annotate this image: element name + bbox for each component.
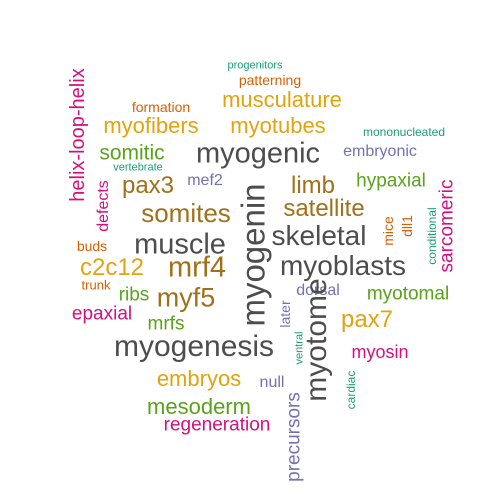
word-somites: somites <box>141 198 231 228</box>
word-cardiac: cardiac <box>344 370 358 410</box>
word-pax3: pax3 <box>121 172 175 199</box>
word-epaxial: epaxial <box>71 303 133 325</box>
word-c2c12: c2c12 <box>79 254 145 281</box>
word-limb: limb <box>290 172 336 199</box>
word-mice: mice <box>380 216 396 246</box>
word-null: null <box>259 374 285 391</box>
word-mrfs: mrfs <box>147 313 185 335</box>
word-patterning: patterning <box>238 72 302 88</box>
word-ventral: ventral <box>293 331 306 365</box>
word-muscle: muscle <box>134 228 226 261</box>
word-myogenin: myogenin <box>234 183 272 327</box>
word-buds: buds <box>76 238 108 254</box>
word-satellite: satellite <box>283 195 365 222</box>
word-myogenic: myogenic <box>195 137 321 170</box>
word-myogenesis: myogenesis <box>113 330 275 363</box>
word-progenitors: progenitors <box>227 59 283 72</box>
word-musculature: musculature <box>222 87 342 112</box>
word-sarcomeric: sarcomeric <box>436 179 458 273</box>
word-myoblasts: myoblasts <box>279 250 407 281</box>
word-myotome: myotome <box>300 278 333 402</box>
word-later: later <box>277 300 293 328</box>
word-embryos: embryos <box>156 366 242 391</box>
word-dorsal: dorsal <box>296 282 340 299</box>
word-defects: defects <box>95 180 112 232</box>
word-helix-loop-helix: helix-loop-helix <box>67 68 89 202</box>
word-ribs: ribs <box>118 284 150 306</box>
word-mrf4: mrf4 <box>168 251 226 284</box>
word-mononucleated: mononucleated <box>362 125 446 139</box>
word-dll1: dll1 <box>399 215 415 237</box>
word-vertebrate: vertebrate <box>113 161 163 174</box>
word-myotomal: myotomal <box>366 283 450 305</box>
word-regeneration: regeneration <box>163 414 271 436</box>
word-pax7: pax7 <box>340 306 394 333</box>
word-precursors: precursors <box>283 392 305 482</box>
word-mesoderm: mesoderm <box>147 394 251 419</box>
word-myosin: myosin <box>351 342 409 362</box>
word-somitic: somitic <box>99 141 165 165</box>
word-myotubes: myotubes <box>230 113 326 138</box>
word-trunk: trunk <box>81 277 111 293</box>
word-embryonic: embryonic <box>343 143 417 160</box>
word-formation: formation <box>131 99 191 115</box>
word-conditional: conditional <box>425 207 439 265</box>
word-myofibers: myofibers <box>103 113 199 138</box>
word-hypaxial: hypaxial <box>356 170 426 192</box>
word-mef2: mef2 <box>187 172 223 189</box>
word-skeletal: skeletal <box>271 220 367 251</box>
word-myf5: myf5 <box>156 282 216 313</box>
